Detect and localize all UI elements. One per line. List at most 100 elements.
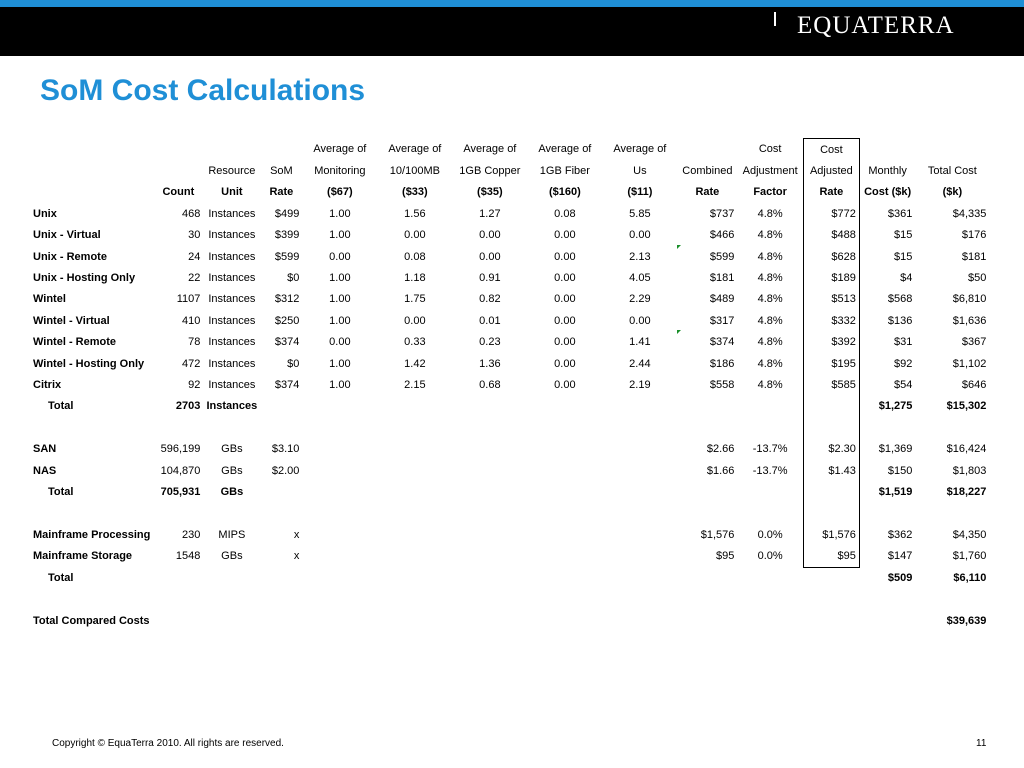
table-cell: 0.00 [554,378,576,391]
table-cell: 0.00 [554,336,576,349]
table-cell: $392 [802,331,860,353]
table-cell [377,503,452,524]
table-cell: x [293,528,300,541]
table-cell: 0.00 [629,229,651,242]
table-cell [452,481,527,502]
table-cell: 0.00 [404,314,426,327]
row-label: Wintel - Hosting Only [33,357,145,370]
header-cell: Factor [753,186,787,199]
table-cell: $509 [887,572,913,585]
table-cell: 0.00 [554,293,576,306]
table-cell: $95 [802,545,860,568]
table-cell [802,502,860,525]
table-cell: $16,424 [946,443,987,456]
header-cell: ($k) [942,186,963,199]
table-cell [602,589,677,610]
table-cell [452,524,527,545]
table-cell [602,460,677,481]
copyright-notice: Copyright © EquaTerra 2010. All rights a… [52,738,284,749]
table-cell: $189 [802,267,860,289]
table-cell: $585 [802,374,860,396]
table-cell [677,611,737,632]
table-cell: $488 [802,224,860,246]
table-cell: $136 [887,314,913,327]
table-cell: $1,803 [952,464,987,477]
table-cell [527,438,602,459]
table-cell [677,567,737,589]
header-cell: ($11) [627,186,653,199]
table-cell: $1.66 [706,464,735,477]
row-label: NAS [33,464,57,477]
table-cell [377,460,452,481]
table-cell [915,589,989,610]
table-cell: $772 [802,203,860,225]
table-cell: 4.8% [757,378,783,391]
table-cell [452,460,527,481]
table-cell: 0.23 [479,336,501,349]
table-cell: 4.8% [757,272,783,285]
table-cell [602,417,677,438]
table-cell [260,611,302,632]
table-cell: 1548 [175,550,201,563]
table-cell [153,503,203,524]
table-cell: 4.8% [757,207,783,220]
table-cell: $4 [900,272,913,285]
table-cell: 24 [188,250,201,263]
table-cell: 2.19 [629,378,651,391]
table-cell: 30 [188,229,201,242]
header-cell: SoM [270,165,293,178]
table-cell [302,524,377,545]
table-cell: Instances [208,378,256,391]
header-cell: ($160) [548,186,581,199]
table-row: Unix - Hosting Only 22 Instances $0 1.00 1.18… [30,267,989,289]
table-cell [260,396,302,417]
table-cell: $558 [709,378,735,391]
table-cell [302,396,377,417]
table-cell [203,417,260,438]
comment-indicator [677,245,681,249]
header-cell [677,139,737,161]
row-label: Mainframe Processing [33,528,151,541]
table-cell: Instances [208,207,256,220]
table-cell: 2.29 [629,293,651,306]
table-cell [377,611,452,632]
table-cell: $599 [709,250,735,263]
header-cell: Unit [221,186,243,199]
table-cell: $312 [274,293,300,306]
table-cell: Instances [208,293,256,306]
table-header-row: Resource SoM Monitoring 10/100MB 1GB Copper 1… [30,160,989,182]
table-cell: 1.00 [329,357,351,370]
row-label: Mainframe Storage [33,550,133,563]
header-cell: 10/100MB [389,165,440,178]
table-cell [302,545,377,567]
table-cell: 1.42 [404,357,426,370]
table-row: Mainframe Storage 1548 GBs x $95 0.0% $95 $147 $… [30,545,989,568]
table-cell: 1.00 [329,378,351,391]
table-cell [677,503,737,524]
table-cell: 2703 [175,400,201,413]
table-cell: 0.01 [479,314,501,327]
table-row: NAS 104,870 GBs $2.00 $1.66 -13.7% $1.43 $150 $1… [30,459,989,482]
table-cell: Instances [208,357,256,370]
table-cell: 1.00 [329,229,351,242]
table-cell [859,589,915,610]
header-cell: Average of [613,143,667,156]
table-cell: $513 [802,288,860,311]
table-cell [737,567,803,589]
table-cell: GBs [221,464,243,477]
table-cell: 0.00 [329,250,351,263]
page-title: SoM Cost Calculations [40,74,366,107]
table-cell: 0.00 [554,272,576,285]
table-cell: $3.10 [271,443,300,456]
table-cell: 2.44 [629,357,651,370]
table-cell: 2.13 [629,250,651,263]
table-cell [859,611,915,632]
table-cell [452,396,527,417]
table-cell: 0.00 [554,357,576,370]
table-cell [153,611,203,632]
header-cell [915,139,989,161]
header-cell [859,139,915,161]
table-cell: 0.91 [479,272,501,285]
table-cell: 1.27 [479,207,501,220]
table-cell: $374 [274,336,300,349]
